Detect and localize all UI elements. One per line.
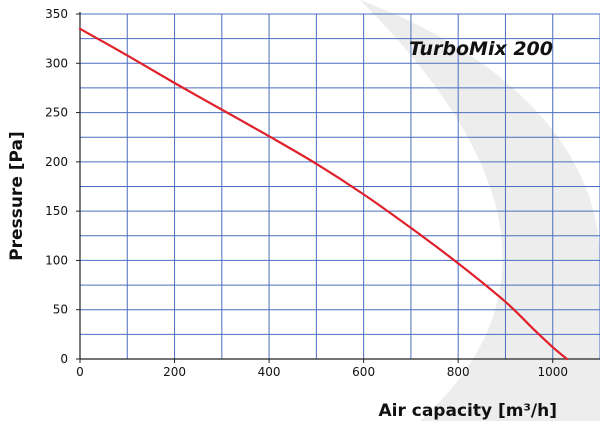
- x-tick-label: 1000: [537, 365, 568, 379]
- x-tick-label: 0: [76, 365, 84, 379]
- x-tick-label: 200: [163, 365, 186, 379]
- x-tick-label: 600: [352, 365, 375, 379]
- y-tick-label: 200: [45, 155, 68, 169]
- x-tick-label: 800: [447, 365, 470, 379]
- axes: [79, 12, 600, 360]
- y-tick-label: 250: [45, 106, 68, 120]
- x-tick-label: 400: [258, 365, 281, 379]
- background-swoosh: [360, 0, 600, 421]
- y-tick-label: 300: [45, 56, 68, 70]
- y-tick-label: 350: [45, 7, 68, 21]
- y-axis-title: Pressure [Pa]: [7, 131, 27, 261]
- series-layer: [78, 27, 569, 361]
- y-tick-label: 50: [53, 303, 68, 317]
- grid: [80, 13, 600, 359]
- y-tick-label: 0: [60, 352, 68, 366]
- y-tick-label: 100: [45, 253, 68, 267]
- y-tick-label: 150: [45, 204, 68, 218]
- tick-labels: 0 200 400 600 800 1000 0 50 100 150 200 250 300 350: [45, 7, 568, 379]
- chart-title: TurboMix 200: [409, 38, 553, 60]
- series-line-0: [78, 27, 569, 361]
- x-axis-title: Air capacity [m³/h]: [378, 401, 557, 421]
